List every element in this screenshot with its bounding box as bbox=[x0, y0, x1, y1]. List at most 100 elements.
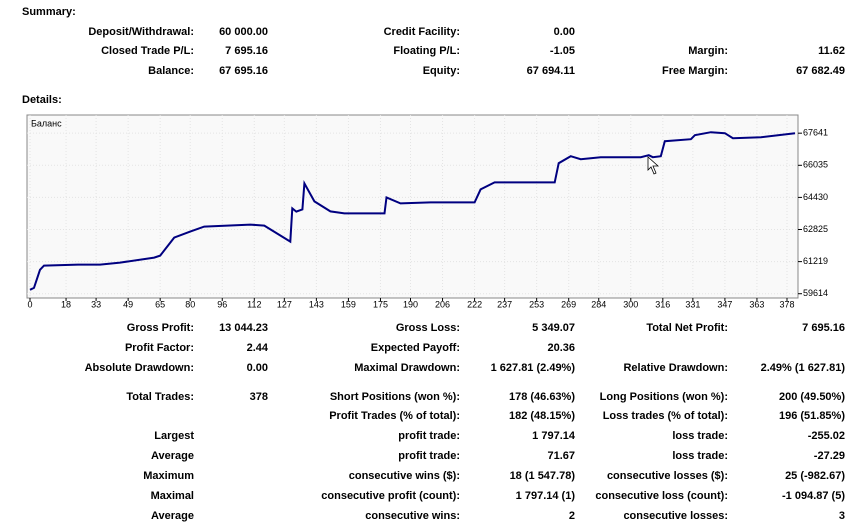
row-label: Gross Loss: bbox=[395, 322, 460, 334]
x-tick-label: 190 bbox=[403, 299, 418, 309]
row-label: Floating P/L: bbox=[393, 45, 460, 57]
row-label: Maximal bbox=[150, 490, 194, 502]
row-value: 2.49% (1 627.81) bbox=[760, 362, 845, 374]
row-label: Profit Factor: bbox=[124, 342, 194, 354]
row-label: Loss trades (% of total): bbox=[602, 410, 728, 422]
summary-title: Summary: bbox=[22, 6, 76, 18]
row-label: Gross Profit: bbox=[126, 322, 194, 334]
x-tick-label: 316 bbox=[655, 299, 670, 309]
y-tick-label: 67641 bbox=[803, 128, 828, 138]
x-tick-label: 33 bbox=[91, 299, 101, 309]
row-value: 1 797.14 (1) bbox=[515, 490, 575, 502]
x-tick-label: 378 bbox=[779, 299, 794, 309]
x-tick-label: 96 bbox=[217, 299, 227, 309]
x-tick-label: 269 bbox=[561, 299, 576, 309]
x-tick-label: 300 bbox=[623, 299, 638, 309]
row-value: 196 (51.85%) bbox=[778, 410, 845, 422]
row-label: Maximal Drawdown: bbox=[354, 362, 460, 374]
row-label: consecutive wins ($): bbox=[348, 470, 460, 482]
row-value: -27.29 bbox=[813, 450, 845, 462]
row-value: 67 694.11 bbox=[526, 65, 575, 77]
y-tick-label: 61219 bbox=[803, 256, 828, 266]
x-tick-label: 159 bbox=[341, 299, 356, 309]
plot-area bbox=[26, 114, 799, 299]
x-tick-label: 143 bbox=[309, 299, 324, 309]
row-label: Average bbox=[150, 450, 194, 462]
x-tick-label: 284 bbox=[591, 299, 606, 309]
row-label: consecutive loss (count): bbox=[595, 490, 728, 502]
row-label: loss trade: bbox=[672, 430, 728, 442]
row-value: 71.67 bbox=[547, 450, 575, 462]
row-value: -1.05 bbox=[549, 45, 575, 57]
x-tick-label: 49 bbox=[123, 299, 133, 309]
row-label: Equity: bbox=[422, 65, 460, 77]
row-value: 0.00 bbox=[246, 362, 268, 374]
row-label: Total Trades: bbox=[126, 391, 194, 403]
cursor bbox=[647, 156, 660, 175]
row-label: Profit Trades (% of total): bbox=[329, 410, 460, 422]
x-tick-label: 222 bbox=[467, 299, 482, 309]
y-tick-label: 66035 bbox=[803, 160, 828, 170]
row-label: Margin: bbox=[688, 45, 728, 57]
x-tick-label: 18 bbox=[61, 299, 71, 309]
row-value: -1 094.87 (5) bbox=[782, 490, 845, 502]
row-label: Long Positions (won %): bbox=[599, 391, 728, 403]
x-tick-label: 206 bbox=[435, 299, 450, 309]
y-tick-label: 59614 bbox=[803, 288, 828, 298]
row-label: profit trade: bbox=[398, 430, 460, 442]
x-tick-label: 253 bbox=[529, 299, 544, 309]
x-tick-label: 65 bbox=[155, 299, 165, 309]
row-label: Closed Trade P/L: bbox=[101, 45, 194, 57]
row-value: 2 bbox=[568, 510, 575, 522]
row-value: -255.02 bbox=[807, 430, 845, 442]
x-tick-label: 80 bbox=[185, 299, 195, 309]
row-label: consecutive wins: bbox=[365, 510, 460, 522]
row-label: consecutive profit (count): bbox=[321, 490, 460, 502]
row-value: 3 bbox=[838, 510, 845, 522]
row-label: Total Net Profit: bbox=[646, 322, 728, 334]
row-value: 11.62 bbox=[818, 45, 845, 57]
row-value: 7 695.16 bbox=[802, 322, 845, 334]
row-label: loss trade: bbox=[672, 450, 728, 462]
row-label: profit trade: bbox=[398, 450, 460, 462]
row-value: 60 000.00 bbox=[219, 26, 268, 38]
row-label: Average bbox=[150, 510, 194, 522]
row-value: 1 627.81 (2.49%) bbox=[490, 362, 575, 374]
row-value: 200 (49.50%) bbox=[778, 391, 845, 403]
row-value: 378 bbox=[249, 391, 268, 403]
row-value: 1 797.14 bbox=[532, 430, 575, 442]
row-label: Expected Payoff: bbox=[370, 342, 460, 354]
details-title: Details: bbox=[22, 94, 62, 106]
legend-label: Баланс bbox=[31, 118, 62, 128]
row-label: Maximum bbox=[143, 470, 194, 482]
row-value: 67 695.16 bbox=[219, 65, 268, 77]
x-tick-label: 347 bbox=[717, 299, 732, 309]
x-tick-label: 0 bbox=[27, 299, 32, 309]
row-value: 5 349.07 bbox=[532, 322, 575, 334]
row-label: Credit Facility: bbox=[383, 26, 460, 38]
row-value: 13 044.23 bbox=[219, 322, 268, 334]
row-label: Largest bbox=[154, 430, 194, 442]
x-tick-label: 112 bbox=[247, 299, 261, 309]
row-label: Absolute Drawdown: bbox=[84, 362, 194, 374]
x-tick-label: 363 bbox=[749, 299, 764, 309]
row-label: consecutive losses: bbox=[623, 510, 728, 522]
row-value: 67 682.49 bbox=[796, 65, 845, 77]
row-label: Short Positions (won %): bbox=[329, 391, 460, 403]
row-value: 178 (46.63%) bbox=[508, 391, 575, 403]
row-value: 0.00 bbox=[553, 26, 575, 38]
balance-line bbox=[29, 131, 796, 291]
row-value: 18 (1 547.78) bbox=[509, 470, 575, 482]
y-tick-label: 64430 bbox=[803, 192, 828, 202]
x-tick-label: 237 bbox=[497, 299, 512, 309]
row-label: Deposit/Withdrawal: bbox=[88, 26, 194, 38]
row-label: consecutive losses ($): bbox=[606, 470, 728, 482]
row-value: 25 (-982.67) bbox=[785, 470, 845, 482]
chart: 59614 61219 62825 64430 66035 67641 0 18 33 49 65 8… bbox=[26, 114, 828, 309]
row-value: 20.36 bbox=[547, 342, 575, 354]
x-tick-label: 127 bbox=[277, 299, 292, 309]
x-tick-label: 331 bbox=[685, 299, 700, 309]
y-tick-label: 62825 bbox=[803, 224, 828, 234]
row-value: 182 (48.15%) bbox=[508, 410, 575, 422]
